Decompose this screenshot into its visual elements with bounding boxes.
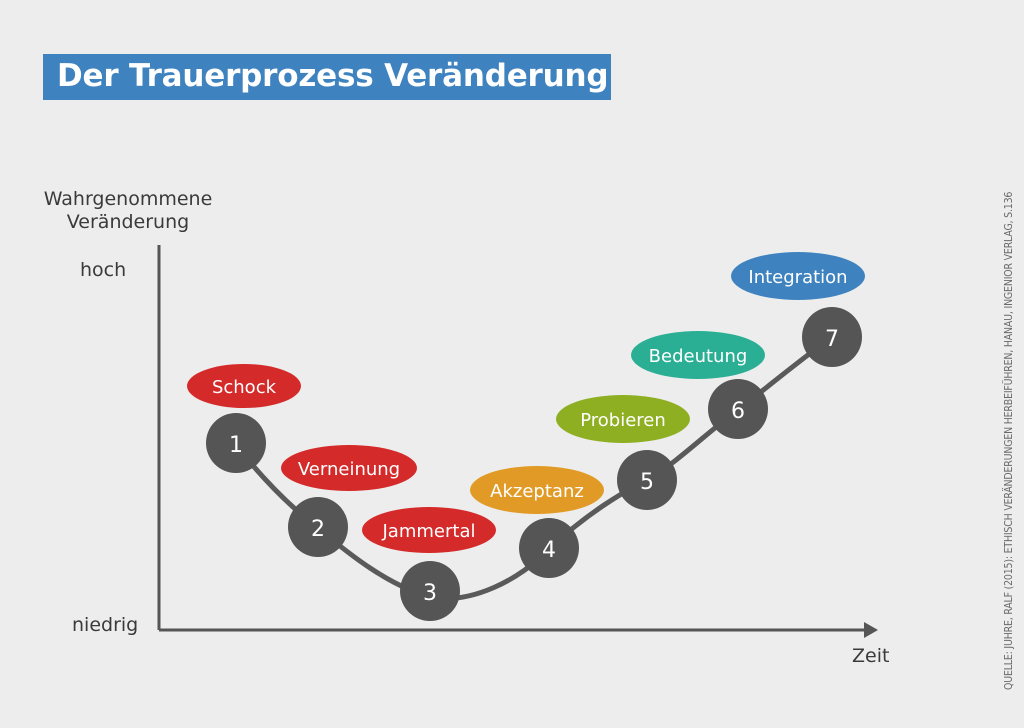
y-axis-label-line1: Wahrgenommene [43,188,213,210]
stage-label: Bedeutung [649,346,748,367]
stage-label-bubble [470,466,604,514]
stage-3: Jammertal 3 [362,507,496,621]
stage-label: Verneinung [298,459,400,480]
stage-number: 1 [229,433,243,458]
stage-label-bubble [281,445,417,491]
page-title: Der Trauerprozess Veränderung [57,58,609,94]
stage-number: 3 [423,581,437,606]
y-axis-high-label: hoch [80,259,127,281]
stage-label-bubble [731,252,865,300]
stage-label-bubble [631,331,765,379]
stage-label: Jammertal [382,521,476,542]
stage-2: Verneinung 2 [281,445,417,557]
y-axis-label-line2: Veränderung [66,211,190,233]
stage-node [617,450,677,510]
stage-number: 5 [640,470,654,495]
stage-4: Akzeptanz 4 [470,466,604,578]
stage-1: Schock 1 [187,364,301,473]
stage-node [802,307,862,367]
stage-5: Probieren 5 [556,395,690,510]
stage-node [206,413,266,473]
stage-label: Probieren [580,410,666,431]
stage-node [708,379,768,439]
stage-number: 4 [542,538,556,563]
stage-node [519,518,579,578]
stage-label-bubble [187,364,301,408]
x-axis-label: Zeit [852,645,890,667]
stage-node [400,561,460,621]
x-axis-arrow-icon [864,622,878,638]
stage-node [288,497,348,557]
stage-label: Schock [212,377,277,398]
stage-number: 7 [825,327,839,352]
stage-number: 2 [311,517,325,542]
stage-6: Bedeutung 6 [631,331,768,439]
stage-label: Integration [748,267,847,288]
stage-label-bubble [362,507,496,553]
title-bar: Der Trauerprozess Veränderung [43,54,611,100]
stage-7: Integration 7 [731,252,865,367]
stage-label: Akzeptanz [490,481,584,502]
stage-number: 6 [731,399,745,424]
stage-label-bubble [556,395,690,443]
y-axis-label: Wahrgenommene Veränderung [28,188,228,234]
y-axis-low-label: niedrig [72,614,139,636]
